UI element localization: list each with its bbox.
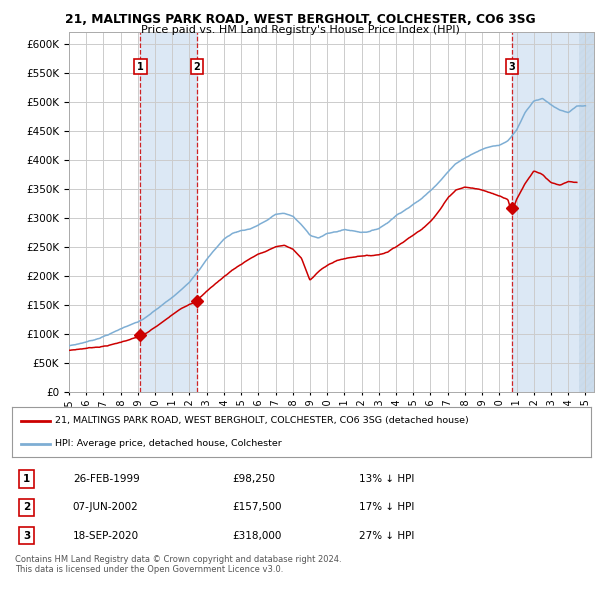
Text: £157,500: £157,500 xyxy=(232,503,281,512)
Text: 1: 1 xyxy=(23,474,30,484)
Text: 26-FEB-1999: 26-FEB-1999 xyxy=(73,474,140,484)
Text: 13% ↓ HPI: 13% ↓ HPI xyxy=(359,474,415,484)
Text: 3: 3 xyxy=(23,531,30,540)
Text: 07-JUN-2002: 07-JUN-2002 xyxy=(73,503,139,512)
Bar xyxy=(512,32,594,392)
Text: HPI: Average price, detached house, Colchester: HPI: Average price, detached house, Colc… xyxy=(55,439,282,448)
Text: Price paid vs. HM Land Registry's House Price Index (HPI): Price paid vs. HM Land Registry's House … xyxy=(140,25,460,35)
Text: 2: 2 xyxy=(194,61,200,71)
Text: Contains HM Land Registry data © Crown copyright and database right 2024.
This d: Contains HM Land Registry data © Crown c… xyxy=(15,555,341,574)
Bar xyxy=(140,32,197,392)
Text: 1: 1 xyxy=(137,61,144,71)
Text: £318,000: £318,000 xyxy=(232,531,281,540)
Text: 2: 2 xyxy=(23,503,30,512)
Text: 21, MALTINGS PARK ROAD, WEST BERGHOLT, COLCHESTER, CO6 3SG: 21, MALTINGS PARK ROAD, WEST BERGHOLT, C… xyxy=(65,13,535,26)
Text: 18-SEP-2020: 18-SEP-2020 xyxy=(73,531,139,540)
Text: 27% ↓ HPI: 27% ↓ HPI xyxy=(359,531,415,540)
Bar xyxy=(578,32,594,392)
Text: 17% ↓ HPI: 17% ↓ HPI xyxy=(359,503,415,512)
Text: 3: 3 xyxy=(508,61,515,71)
Text: £98,250: £98,250 xyxy=(232,474,275,484)
Text: 21, MALTINGS PARK ROAD, WEST BERGHOLT, COLCHESTER, CO6 3SG (detached house): 21, MALTINGS PARK ROAD, WEST BERGHOLT, C… xyxy=(55,416,469,425)
